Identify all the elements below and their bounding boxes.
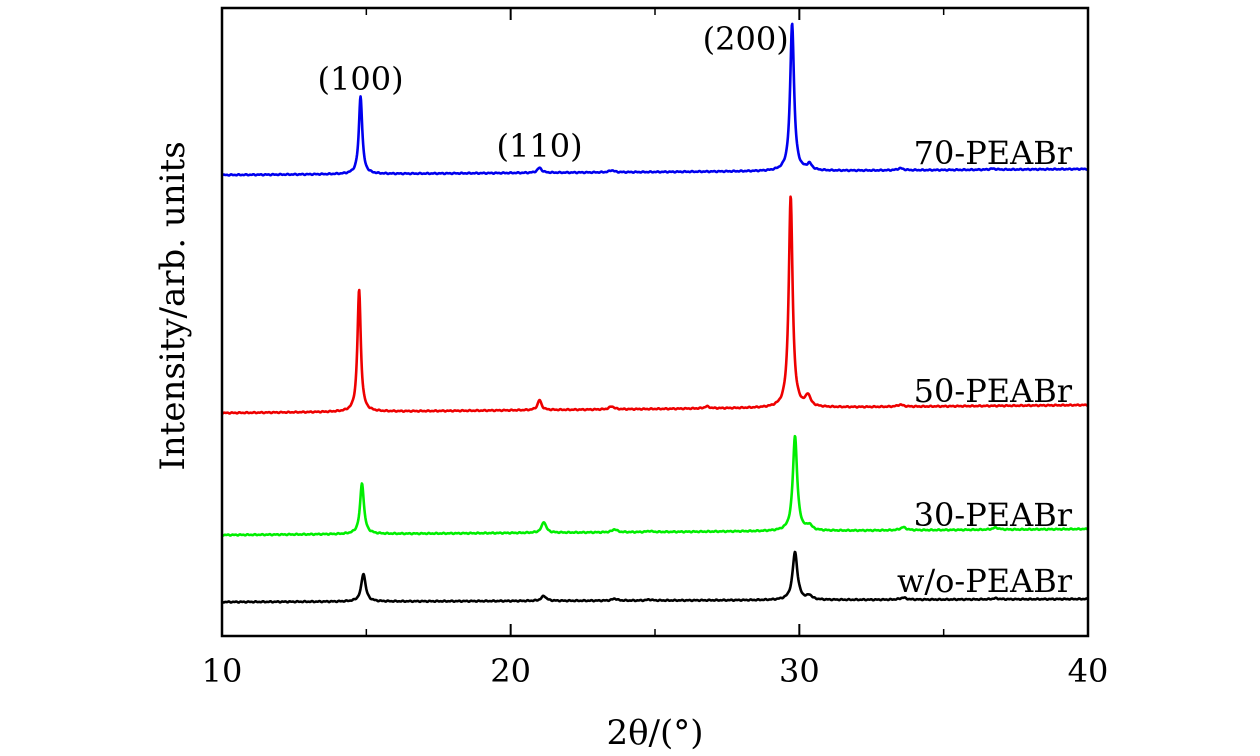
y-axis-title: Intensity/arb. units [153,141,193,470]
plot-frame [220,6,1090,638]
x-tick-label: 40 [1068,652,1109,690]
series-label: 30-PEABr [914,496,1073,534]
peak-annotation: (100) [318,60,404,98]
curves-group [221,22,1089,604]
peak-annotation: (110) [497,127,583,165]
series-line-70-peabr [221,22,1089,177]
peak-labels-group: (100) (110) (200) [318,20,789,165]
series-line-w-o-peabr [221,550,1089,604]
series-labels-group: w/o-PEABr 30-PEABr 50-PEABr 70-PEABr [897,134,1073,600]
series-label: 70-PEABr [914,134,1073,172]
series-line-50-peabr [221,195,1089,415]
peak-annotation: (200) [703,20,789,58]
series-label: w/o-PEABr [897,562,1073,600]
series-line-30-peabr [221,434,1089,537]
x-tick-label: 30 [779,652,820,690]
x-tick-label: 20 [490,652,531,690]
series-label: 50-PEABr [914,372,1073,410]
x-axis-title: 2θ/(°) [606,713,703,753]
x-tick-label: 10 [202,652,243,690]
x-ticks-group: 10 20 30 40 [202,8,1109,690]
